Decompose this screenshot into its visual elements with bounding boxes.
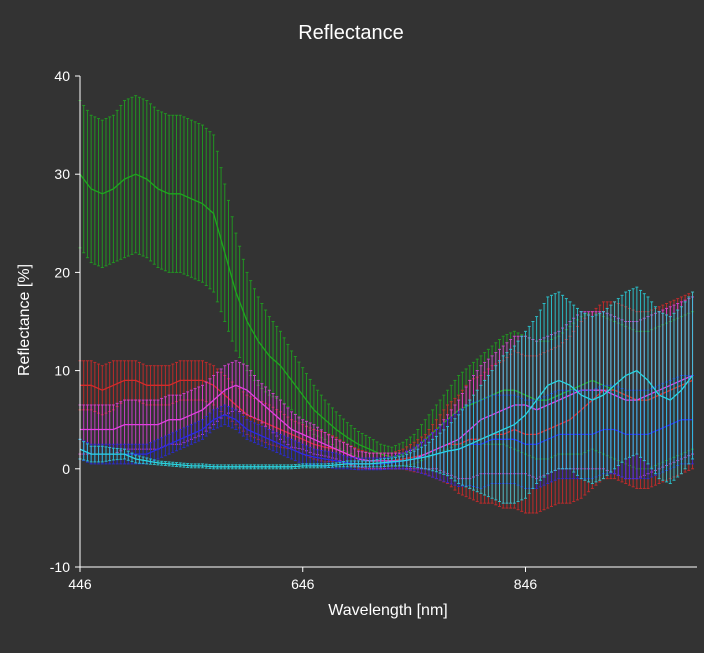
x-tick-label: 446 (68, 576, 92, 592)
y-tick-label: 20 (54, 264, 70, 280)
series-4 (78, 286, 695, 504)
y-tick-label: 40 (54, 68, 70, 84)
series-2 (78, 296, 695, 480)
axes (79, 76, 697, 568)
series-0 (78, 95, 695, 470)
tick-labels: 446 646 846 -10 0 10 20 30 40 (50, 68, 538, 592)
y-axis-label: Reflectance [%] (16, 264, 33, 376)
series-2-line (80, 374, 693, 462)
plot-area (78, 95, 695, 514)
y-tick-label: 10 (54, 363, 70, 379)
series-1-error-bars (78, 291, 695, 514)
x-tick-label: 646 (291, 576, 315, 592)
series-1-line (80, 379, 693, 462)
y-tick-label: -10 (50, 559, 70, 575)
x-tick-label: 846 (514, 576, 538, 592)
y-tick-label: 0 (62, 461, 70, 477)
series-0-line (79, 173, 693, 458)
series-1 (78, 291, 695, 514)
chart-title: Reflectance (298, 22, 404, 44)
series-3-line (79, 414, 693, 465)
y-tick-label: 30 (54, 166, 70, 182)
series-2-error-bars (78, 296, 695, 480)
series-0-error-bars (78, 95, 695, 470)
x-axis-label: Wavelength [nm] (328, 602, 447, 619)
series-4-line (79, 369, 694, 468)
